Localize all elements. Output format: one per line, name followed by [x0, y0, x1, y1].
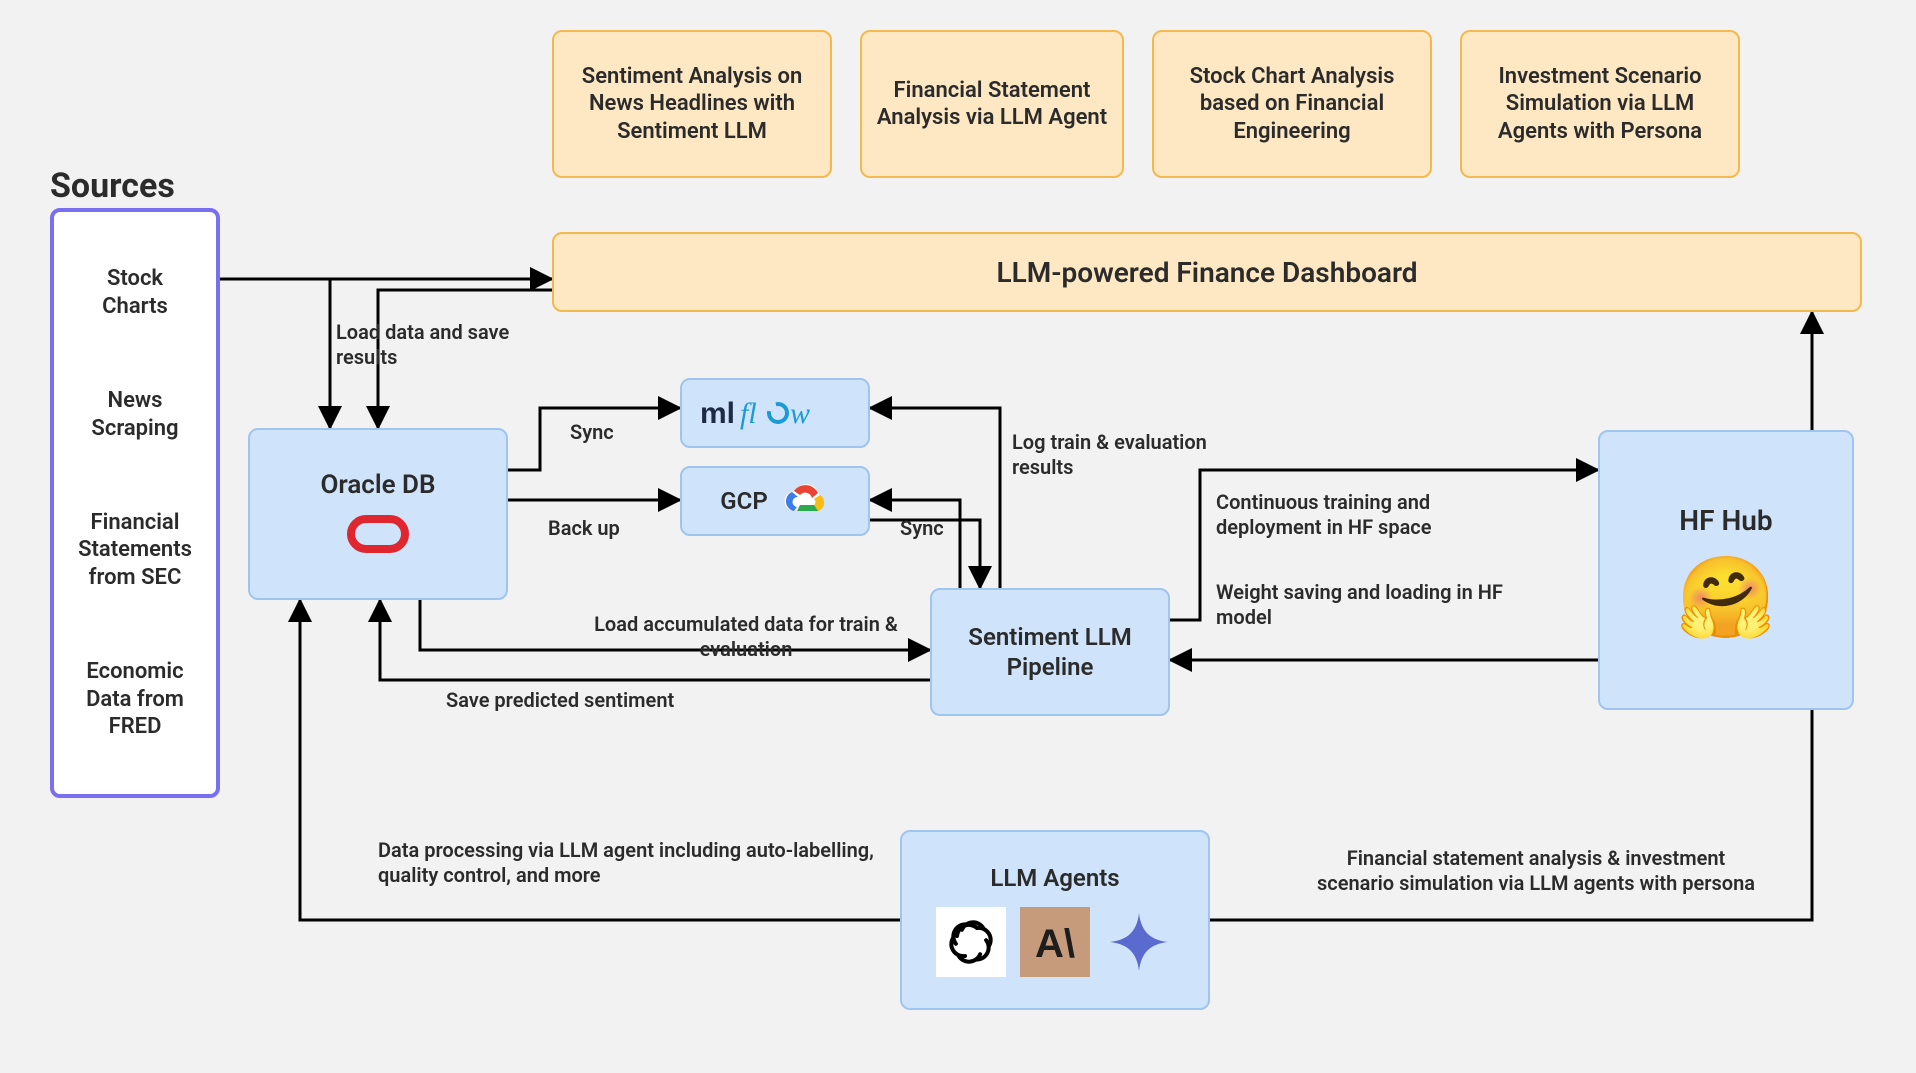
oracle-db-label: Oracle DB — [320, 469, 435, 502]
anthropic-icon: A\ — [1020, 907, 1090, 977]
edge-sentiment-to-mlflow — [870, 408, 1000, 588]
gcp-label: GCP — [720, 486, 767, 516]
openai-icon — [936, 907, 1006, 977]
sources-item: Stock Charts — [74, 265, 196, 320]
sources-item: News Scraping — [74, 387, 196, 442]
edge-label-save-pred: Save predicted sentiment — [446, 688, 674, 713]
sources-item: Financial Statements from SEC — [74, 509, 196, 592]
mlflow-icon: ml fl w — [700, 391, 850, 435]
svg-text:ml: ml — [700, 397, 735, 430]
edge-label-data-proc: Data processing via LLM agent including … — [378, 838, 878, 888]
sources-box: Stock Charts News Scraping Financial State… — [50, 208, 220, 798]
hf-hub-label: HF Hub — [1679, 503, 1772, 538]
edge-label-load-acc: Load accumulated data for train & evalua… — [576, 612, 916, 662]
llm-agents-label: LLM Agents — [990, 863, 1119, 893]
svg-text:fl: fl — [740, 397, 757, 430]
huggingface-icon: 🤗 — [1676, 558, 1776, 638]
edge-label-load-save: Load data and save results — [336, 320, 556, 370]
feature-financial-statement: Financial Statement Analysis via LLM Age… — [860, 30, 1124, 178]
sources-title: Sources — [50, 165, 175, 208]
sources-item: Economic Data from FRED — [74, 658, 196, 741]
edge-sentiment-to-gcp — [870, 500, 960, 588]
edge-label-log-train: Log train & evaluation results — [1012, 430, 1212, 480]
edge-label-weight-save: Weight saving and loading in HF model — [1216, 580, 1516, 630]
gcp-icon — [780, 481, 830, 521]
hf-hub-box: HF Hub 🤗 — [1598, 430, 1854, 710]
llm-agents-box: LLM Agents A\ — [900, 830, 1210, 1010]
oracle-db-box: Oracle DB — [248, 428, 508, 600]
mlflow-box: ml fl w — [680, 378, 870, 448]
feature-investment-scenario: Investment Scenario Simulation via LLM A… — [1460, 30, 1740, 178]
feature-stock-chart: Stock Chart Analysis based on Financial … — [1152, 30, 1432, 178]
edge-label-sync-mlflow: Sync — [570, 420, 614, 445]
gcp-box: GCP — [680, 466, 870, 536]
edge-label-backup: Back up — [548, 516, 620, 541]
edge-label-cont-train: Continuous training and deployment in HF… — [1216, 490, 1526, 540]
edge-label-fin-stmt: Financial statement analysis & investmen… — [1306, 846, 1766, 896]
feature-sentiment-analysis: Sentiment Analysis on News Headlines wit… — [552, 30, 832, 178]
edge-label-sync-gcp: Sync — [900, 516, 944, 541]
dashboard-box: LLM-powered Finance Dashboard — [552, 232, 1862, 312]
svg-text:A\: A\ — [1035, 922, 1075, 966]
svg-text:w: w — [790, 397, 810, 430]
gemini-icon — [1104, 907, 1174, 977]
oracle-icon — [343, 509, 413, 559]
sentiment-pipeline-box: Sentiment LLM Pipeline — [930, 588, 1170, 716]
